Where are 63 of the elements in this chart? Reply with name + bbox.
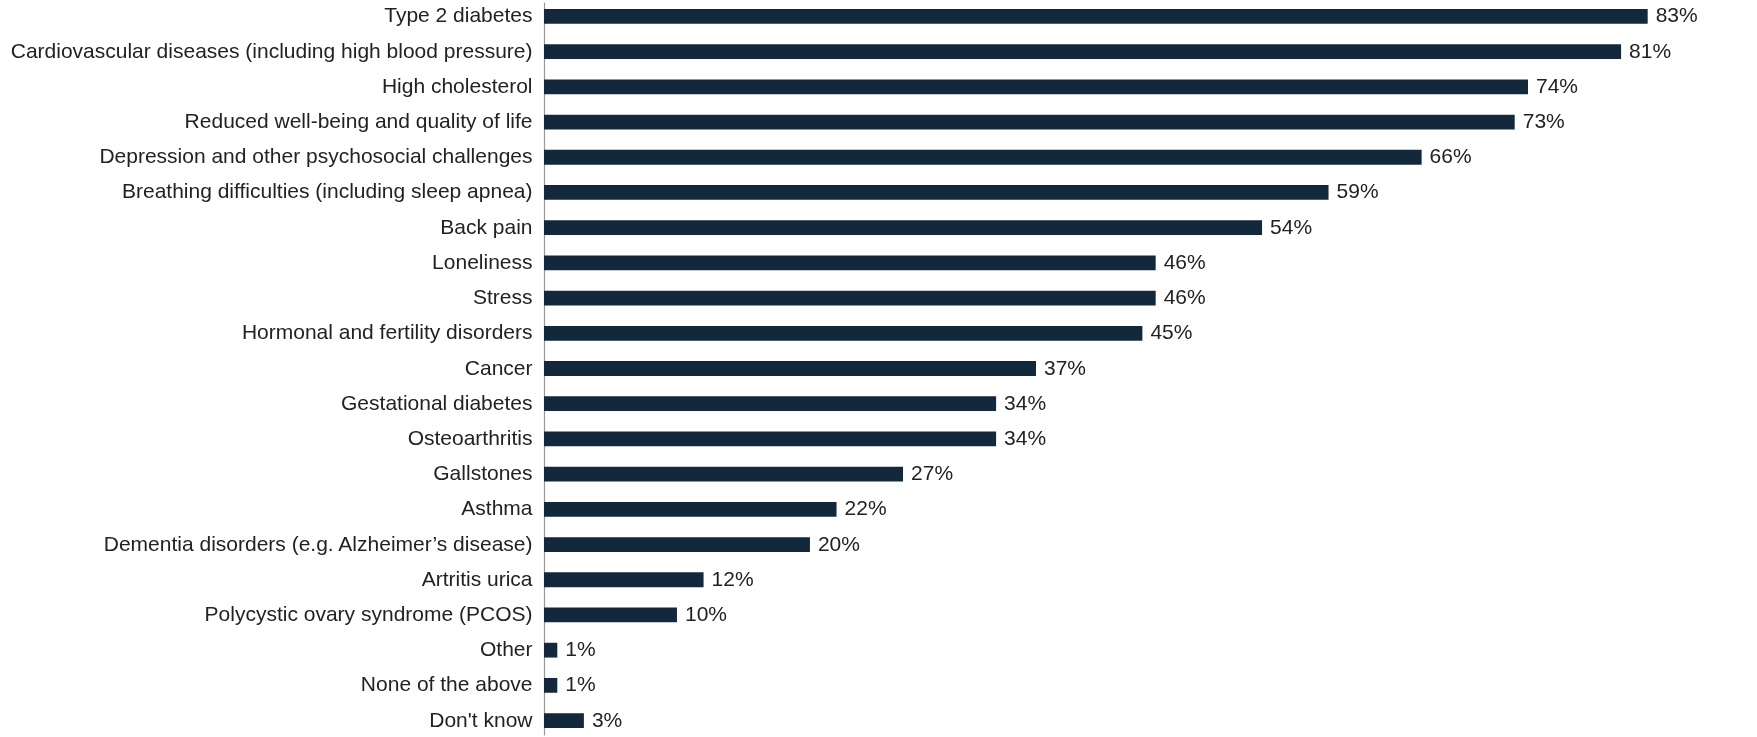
data-label: 46% (1163, 249, 1206, 273)
data-label: 83% (1655, 3, 1698, 27)
bar (544, 220, 1263, 236)
y-tick-label: Hormonal and fertility disorders (241, 320, 533, 344)
y-tick-label: Gestational diabetes (341, 390, 533, 414)
bar (544, 431, 997, 447)
bar (544, 325, 1143, 341)
data-label: 66% (1429, 144, 1472, 168)
data-label: 59% (1336, 179, 1379, 203)
y-tick-label: Depression and other psychosocial challenges (99, 144, 533, 168)
data-label: 3% (591, 707, 623, 731)
y-tick-label: Osteoarthritis (407, 425, 533, 449)
data-label: 1% (565, 637, 596, 661)
y-tick-label: Back pain (440, 214, 533, 238)
data-label: 73% (1522, 109, 1565, 133)
data-label: 22% (844, 496, 887, 520)
bar (544, 114, 1515, 130)
y-tick-label: Cancer (464, 355, 533, 379)
y-tick-label: Asthma (461, 496, 533, 520)
bar (544, 537, 810, 552)
bar (544, 9, 1648, 24)
bar (544, 572, 704, 588)
y-tick-label: Other (479, 637, 533, 661)
bar (544, 607, 677, 623)
y-tick-label: High cholesterol (381, 73, 533, 97)
bar (544, 149, 1422, 165)
bar (544, 501, 837, 517)
data-label: 46% (1163, 285, 1206, 309)
y-tick-label: Dementia disorders (e.g. Alzheimer’s disease) (103, 531, 533, 555)
data-label: 1% (565, 672, 596, 696)
data-label: 81% (1629, 38, 1672, 62)
y-tick-label: Breathing difficulties (including sleep apnea) (121, 179, 533, 203)
bar (544, 361, 1036, 376)
bar (544, 79, 1528, 95)
data-label: 10% (684, 601, 727, 625)
data-label: 20% (817, 531, 860, 555)
y-tick-label: None of the above (360, 672, 533, 696)
bar (544, 466, 904, 482)
y-tick-label: Stress (472, 285, 533, 309)
data-label: 37% (1044, 355, 1087, 379)
bar (544, 396, 997, 412)
data-label: 34% (1004, 425, 1047, 449)
bar (544, 290, 1156, 306)
bar (544, 185, 1329, 200)
y-tick-label: Cardiovascular diseases (including high blood pressure) (10, 38, 533, 62)
bar (544, 642, 558, 658)
data-label: 27% (911, 461, 954, 485)
y-tick-label: Don't know (429, 707, 534, 731)
y-tick-label: Type 2 diabetes (384, 3, 533, 27)
bar (544, 44, 1622, 60)
y-tick-label: Artritis urica (421, 566, 533, 590)
y-tick-label: Reduced well-being and quality of life (184, 109, 533, 133)
bar (544, 255, 1156, 271)
y-tick-label: Gallstones (433, 461, 533, 485)
data-label: 74% (1535, 73, 1579, 97)
data-label: 12% (711, 566, 754, 590)
bar (544, 677, 558, 693)
data-label: 34% (1004, 390, 1047, 414)
y-tick-label: Loneliness (432, 249, 533, 273)
y-tick-label: Polycystic ovary syndrome (PCOS) (204, 601, 533, 625)
data-label: 54% (1270, 214, 1313, 238)
data-label: 45% (1150, 320, 1193, 344)
bar (544, 713, 584, 728)
